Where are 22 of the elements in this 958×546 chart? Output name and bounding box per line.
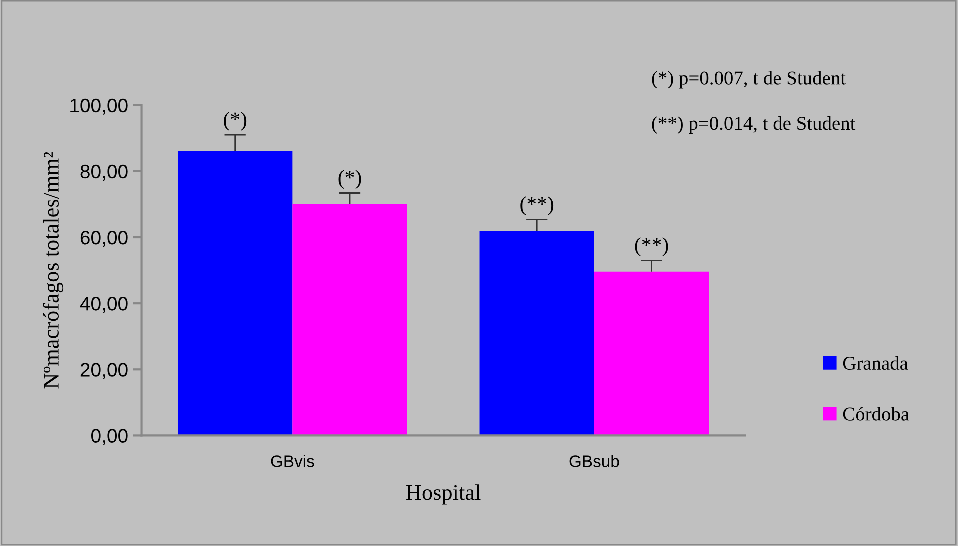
annotation: (**) p=0.014, t de Student — [652, 116, 856, 134]
y-tick-label: 0,00 — [92, 429, 128, 446]
bar — [292, 204, 408, 436]
x-tick-label: GBvis — [271, 455, 314, 468]
y-tick-label: 40,00 — [80, 297, 128, 314]
bar — [178, 151, 293, 436]
y-tick-label: 60,00 — [80, 230, 128, 248]
legend-label: Granada — [843, 356, 908, 370]
legend-label: Córdoba — [843, 407, 910, 421]
x-tick-label: GBsub — [570, 455, 620, 468]
y-tick-label: 80,00 — [80, 164, 128, 181]
text: (*) p=0.007, t de Student — [652, 71, 846, 89]
bar — [594, 272, 710, 436]
annotation: (**) — [635, 238, 668, 256]
y-tick-label: 100,00 — [70, 98, 128, 115]
bar — [480, 231, 594, 436]
y-tick-label: 20,00 — [80, 363, 128, 380]
annotation: (**) — [520, 196, 554, 216]
annotation: (*) — [338, 170, 362, 190]
annotation: (*) — [224, 112, 247, 131]
y-axis-title: Nºmacrófagos totales/mm² — [43, 152, 64, 389]
x-axis-title: Hospital — [406, 484, 481, 505]
